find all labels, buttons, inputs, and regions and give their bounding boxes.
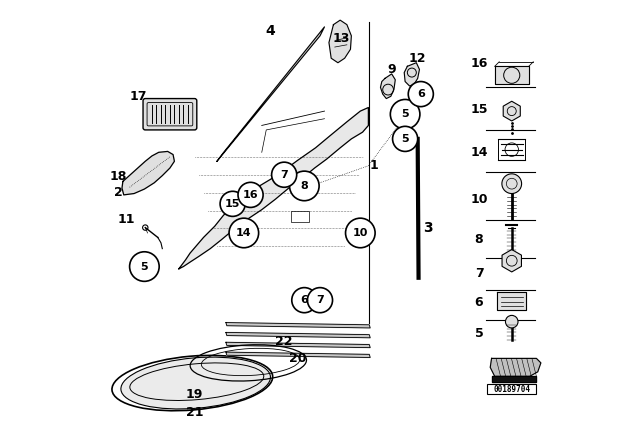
Text: 5: 5: [475, 327, 483, 340]
Text: 9: 9: [387, 63, 396, 76]
Polygon shape: [122, 151, 174, 195]
Polygon shape: [492, 376, 536, 382]
Text: 16: 16: [243, 190, 259, 200]
Text: 2: 2: [114, 186, 123, 199]
Text: 7: 7: [316, 295, 324, 305]
Polygon shape: [226, 342, 370, 348]
Text: 16: 16: [470, 57, 488, 70]
Polygon shape: [503, 101, 520, 121]
Text: 15: 15: [470, 103, 488, 116]
Text: 4: 4: [266, 24, 276, 39]
Ellipse shape: [121, 357, 271, 409]
Text: 8: 8: [300, 181, 308, 191]
Text: 5: 5: [141, 262, 148, 271]
Circle shape: [502, 174, 522, 194]
Polygon shape: [380, 74, 396, 99]
Circle shape: [392, 126, 418, 151]
Text: 21: 21: [186, 405, 204, 419]
Text: 20: 20: [289, 352, 307, 365]
Circle shape: [238, 182, 263, 207]
Polygon shape: [495, 66, 529, 84]
Text: 12: 12: [409, 52, 426, 65]
Bar: [487, 384, 536, 394]
Polygon shape: [179, 108, 369, 269]
Text: 10: 10: [353, 228, 368, 238]
Bar: [291, 211, 309, 222]
Circle shape: [289, 171, 319, 201]
Text: 14: 14: [236, 228, 252, 238]
Text: 11: 11: [118, 213, 135, 226]
Text: 6: 6: [475, 296, 483, 309]
Circle shape: [130, 252, 159, 281]
Polygon shape: [226, 323, 370, 328]
Circle shape: [271, 162, 297, 187]
Polygon shape: [217, 27, 324, 161]
Polygon shape: [490, 358, 541, 376]
Text: 18: 18: [109, 170, 127, 184]
Text: 5: 5: [401, 134, 409, 144]
Polygon shape: [404, 63, 419, 86]
Text: 10: 10: [470, 193, 488, 206]
Text: 3: 3: [422, 221, 433, 236]
Text: 1: 1: [369, 159, 378, 172]
Text: 8: 8: [475, 233, 483, 246]
Text: 15: 15: [225, 199, 241, 209]
Text: 19: 19: [186, 388, 204, 401]
Text: 22: 22: [275, 335, 292, 348]
Text: 14: 14: [470, 146, 488, 159]
Text: 5: 5: [401, 109, 409, 119]
FancyBboxPatch shape: [143, 99, 197, 130]
Circle shape: [307, 288, 333, 313]
Text: 00189704: 00189704: [493, 385, 531, 394]
Text: 7: 7: [475, 267, 483, 280]
Text: 7: 7: [280, 170, 288, 180]
Circle shape: [292, 288, 317, 313]
Polygon shape: [497, 292, 526, 310]
Polygon shape: [502, 250, 522, 272]
Circle shape: [408, 82, 433, 107]
Circle shape: [220, 191, 245, 216]
Circle shape: [229, 218, 259, 248]
Circle shape: [506, 315, 518, 328]
Circle shape: [346, 218, 375, 248]
Text: 6: 6: [417, 89, 425, 99]
Text: 6: 6: [300, 295, 308, 305]
Polygon shape: [226, 332, 370, 338]
Polygon shape: [329, 20, 351, 63]
Text: 17: 17: [130, 90, 147, 103]
Polygon shape: [226, 352, 370, 358]
Text: 13: 13: [333, 31, 350, 45]
Circle shape: [390, 99, 420, 129]
